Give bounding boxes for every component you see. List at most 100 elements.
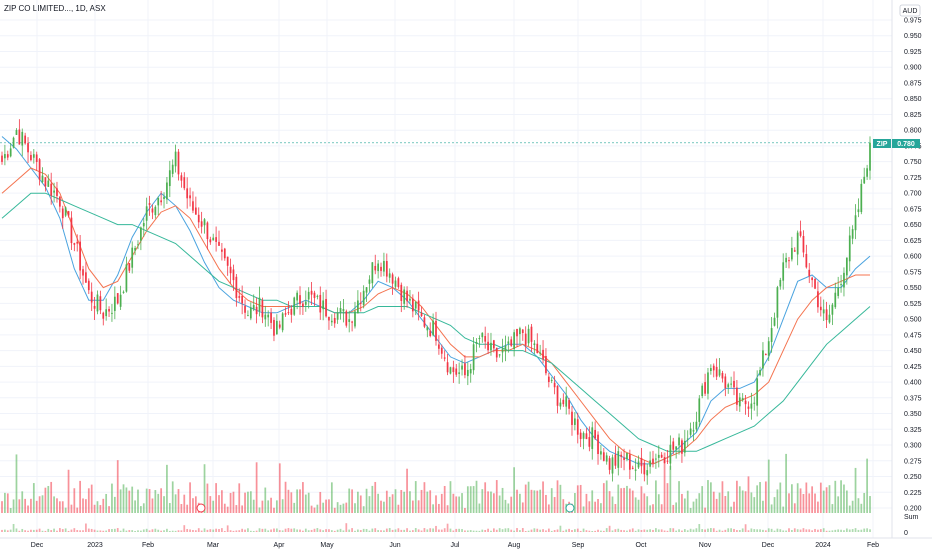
lower-pane-bar [385, 528, 388, 532]
volume-bar [278, 463, 281, 513]
lower-pane-bar [524, 530, 527, 532]
lower-pane-bar [736, 530, 738, 532]
time-tick-label: 2024 [815, 542, 831, 549]
volume-bar [779, 482, 782, 513]
candle-body [845, 257, 848, 276]
volume-bar [759, 482, 761, 513]
lower-pane-bar [87, 528, 90, 532]
lower-pane-bar [96, 530, 99, 532]
lower-pane-bar [125, 530, 128, 532]
lower-pane-bar [56, 530, 58, 532]
volume-bar [275, 500, 278, 513]
volume-bar [249, 491, 252, 513]
volume-bar [837, 496, 840, 513]
candle-body [61, 208, 64, 219]
candle-body [145, 206, 148, 221]
volume-bar [458, 496, 461, 513]
volume-bar [727, 491, 730, 513]
lower-pane-bar [82, 530, 84, 532]
candle-body [244, 306, 246, 313]
volume-bar [519, 493, 521, 513]
candle-body [374, 265, 377, 271]
lower-pane-bar [504, 528, 507, 532]
price-tick-label: 0.200 [904, 506, 922, 513]
candle-body [817, 291, 819, 308]
volume-bar [116, 460, 119, 513]
lower-pane-bar [652, 529, 654, 532]
candle-body [4, 154, 6, 159]
lower-pane-bar [183, 525, 186, 532]
lower-pane-bar [212, 529, 215, 532]
candle-body [594, 429, 597, 439]
candle-body [377, 263, 380, 272]
price-tick-label: 0.550 [904, 285, 922, 292]
lower-pane-bar [296, 529, 298, 532]
candle-body [623, 457, 625, 460]
candle-body [733, 380, 735, 388]
candle-body [108, 309, 110, 312]
lower-pane-bar [6, 530, 9, 532]
volume-bar [12, 499, 15, 513]
lower-pane-bar [484, 529, 487, 532]
volume-bar [348, 488, 351, 513]
lower-pane-bar [521, 528, 524, 532]
candle-body [597, 434, 599, 455]
lower-pane-bar [600, 530, 602, 532]
volume-bar [495, 480, 498, 513]
volume-bar [848, 505, 851, 513]
volume-bar [669, 465, 672, 513]
volume-bar [119, 489, 122, 513]
candle-body [848, 235, 851, 262]
lower-pane-bar [712, 528, 715, 532]
volume-bar [660, 504, 663, 513]
lower-pane-bar [623, 530, 625, 532]
volume-bar [866, 458, 868, 513]
volume-bar [417, 500, 420, 513]
lower-pane-bar [383, 530, 385, 532]
candle-body [475, 341, 478, 344]
volume-bar [443, 485, 446, 513]
candle-body [640, 457, 643, 467]
candle-body [724, 376, 727, 389]
currency-badge[interactable] [899, 4, 921, 17]
candle-body [18, 129, 21, 145]
time-tick-label: 2023 [87, 542, 103, 549]
candle-body [247, 315, 249, 317]
lower-pane-bar [400, 529, 403, 532]
lower-pane-bar [27, 530, 29, 532]
candle-body [423, 317, 426, 327]
volume-bar [99, 505, 102, 513]
lower-pane-bar [860, 529, 863, 532]
lower-pane-bar [588, 530, 591, 532]
volume-bar [834, 480, 837, 513]
volume-bar [449, 481, 452, 513]
lower-pane-bar [675, 530, 678, 532]
lower-pane-bar [591, 530, 594, 532]
candle-body [443, 357, 446, 359]
volume-bar [738, 486, 741, 513]
lower-pane-bar [501, 529, 504, 532]
volume-bar [481, 489, 484, 513]
lower-pane-bar [666, 530, 669, 532]
lower-pane-bar [330, 530, 333, 532]
lower-pane-bar [819, 529, 822, 532]
candle-body [631, 467, 634, 469]
volume-bar [383, 501, 385, 513]
candle-body [466, 369, 469, 377]
volume-bar [623, 487, 625, 513]
lower-pane-bar [79, 530, 81, 532]
lower-pane-bar [189, 529, 191, 532]
volume-bar [4, 492, 6, 513]
lower-pane-bar [825, 530, 828, 532]
volume-bar [76, 507, 79, 513]
volume-bar [319, 491, 322, 513]
sma-fast-line [1, 136, 871, 465]
lower-pane-bar [817, 529, 819, 532]
volume-bar [611, 496, 614, 513]
price-tick-label: 0.875 [904, 80, 922, 87]
volume-bar [252, 499, 255, 513]
volume-bar [542, 481, 544, 513]
lower-pane-bar [328, 529, 330, 532]
candle-body [504, 345, 507, 352]
